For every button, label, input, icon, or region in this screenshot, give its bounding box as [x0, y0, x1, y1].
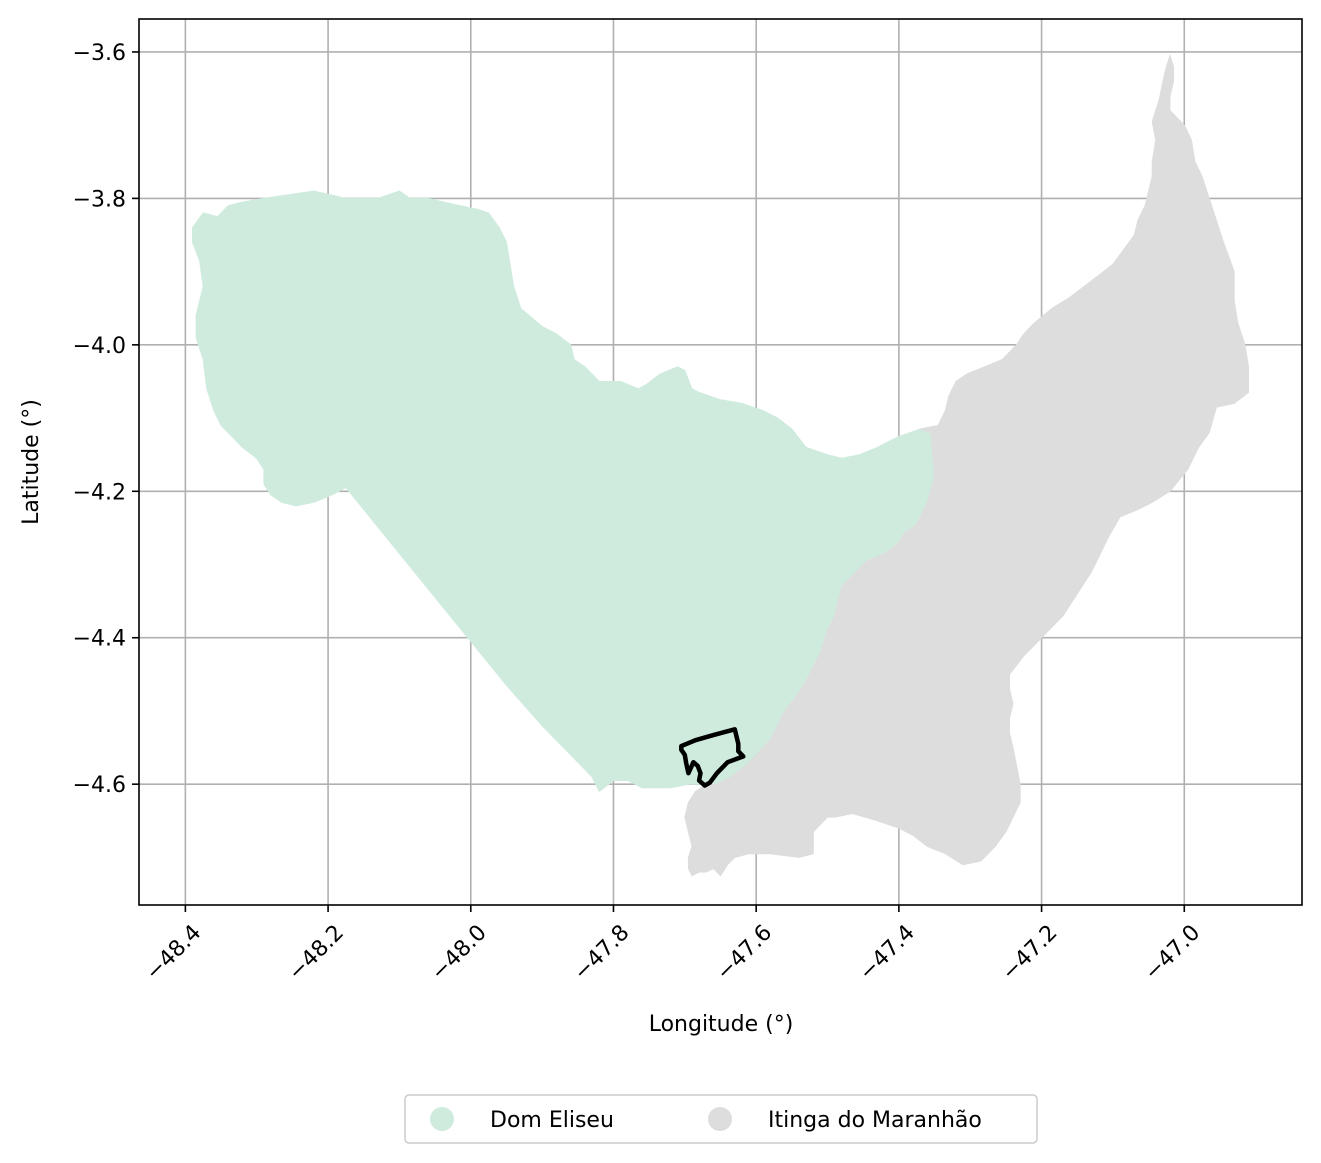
- y-tick-label: −4.2: [73, 480, 126, 505]
- legend-label-dom-eliseu: Dom Eliseu: [490, 1108, 614, 1133]
- legend-label-itinga: Itinga do Maranhão: [768, 1108, 982, 1133]
- x-tick-label: −47.0: [1140, 920, 1205, 985]
- y-tick-label: −3.6: [73, 41, 126, 66]
- y-tick-label: −4.4: [73, 627, 126, 652]
- x-tick-label: −47.8: [569, 920, 634, 985]
- area-outline: [679, 727, 746, 788]
- x-tick-label: −47.2: [997, 920, 1062, 985]
- y-tick-label: −4.0: [73, 334, 126, 359]
- legend: Dom Eliseu Itinga do Maranhão: [404, 1094, 1038, 1144]
- y-tick-label: −3.8: [73, 187, 126, 212]
- x-tick-label: −48.4: [141, 920, 206, 985]
- x-axis-label: Longitude (°): [649, 1012, 794, 1037]
- x-tick-label: −48.0: [426, 920, 491, 985]
- region-itinga-do-maranhao: [684, 53, 1249, 877]
- outline-layer: [679, 727, 746, 788]
- plot-frame: [138, 18, 1303, 906]
- x-tick-label: −47.4: [855, 920, 920, 985]
- legend-marker-itinga: [708, 1107, 732, 1131]
- x-tick-label: −48.2: [284, 920, 349, 985]
- y-axis-label: Latitude (°): [19, 399, 44, 525]
- x-axis-ticks: −48.4 −48.2 −48.0 −47.8 −47.6 −47.4 −47.2 −47.0: [141, 905, 1205, 986]
- y-axis-ticks: −3.6 −3.8 −4.0 −4.2 −4.4 −4.6: [73, 41, 139, 798]
- legend-marker-dom-eliseu: [430, 1107, 454, 1131]
- y-tick-label: −4.6: [73, 773, 126, 798]
- region-layer: [192, 53, 1249, 877]
- x-tick-label: −47.6: [712, 920, 777, 985]
